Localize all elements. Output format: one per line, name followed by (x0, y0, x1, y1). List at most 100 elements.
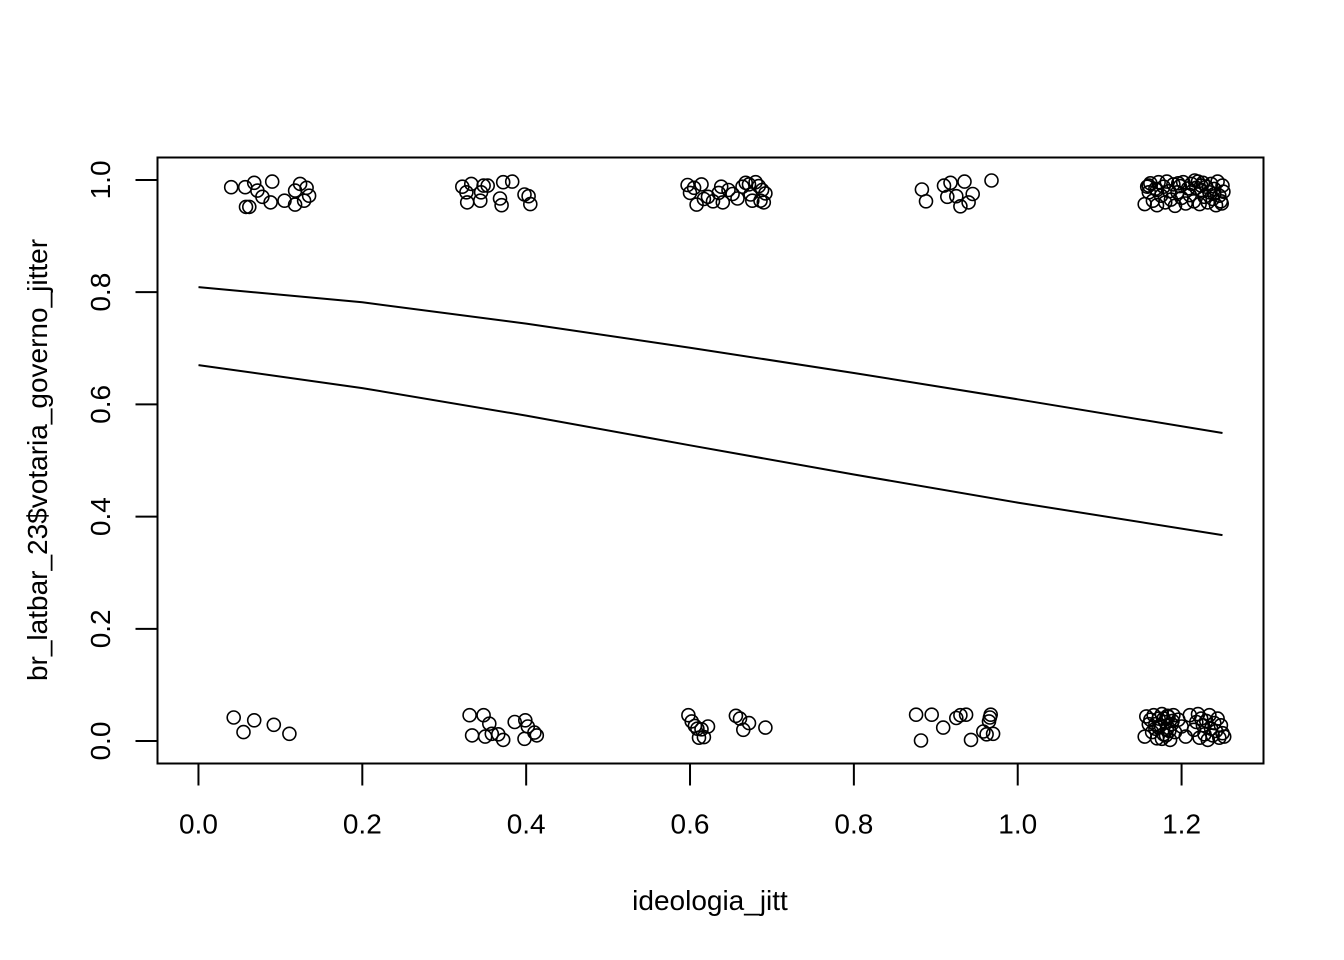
data-point (223, 179, 239, 195)
data-point (689, 197, 704, 212)
data-point (711, 185, 727, 201)
y-tick-label: 0.8 (85, 273, 116, 312)
data-point (296, 193, 312, 208)
data-point (1141, 178, 1157, 193)
x-tick-label: 1.2 (1162, 809, 1201, 840)
data-point (985, 726, 1001, 742)
data-point (715, 195, 731, 210)
data-point (741, 715, 757, 731)
data-point (725, 186, 740, 202)
data-point (691, 730, 707, 746)
data-point (517, 712, 533, 728)
data-point (682, 185, 698, 201)
data-point (521, 188, 536, 204)
y-tick-label: 0.4 (85, 497, 116, 536)
data-point (1216, 184, 1231, 199)
y-tick-label: 0.6 (85, 385, 116, 424)
data-point (686, 180, 702, 196)
data-point (1215, 178, 1230, 193)
data-point (480, 178, 496, 193)
data-point (965, 186, 981, 202)
data-point (741, 177, 757, 192)
data-point (984, 173, 999, 188)
data-point (1159, 174, 1175, 189)
data-point (700, 719, 716, 734)
x-axis-title: ideologia_jitt (632, 885, 788, 916)
data-point (481, 716, 497, 732)
data-point (236, 724, 251, 740)
data-point (504, 174, 520, 189)
data-point (1149, 197, 1165, 213)
data-point (948, 188, 964, 204)
data-point (476, 178, 491, 193)
x-tick-label: 0.0 (179, 809, 218, 840)
data-point (1166, 707, 1181, 723)
data-point (1193, 178, 1209, 193)
x-tick-label: 0.2 (343, 809, 382, 840)
y-axis: 0.0 0.2 0.4 0.6 0.8 1.0 (85, 160, 159, 761)
data-point (464, 728, 480, 743)
data-point (756, 195, 772, 210)
data-point (1160, 708, 1175, 724)
data-point (1171, 176, 1186, 191)
data-point (1195, 717, 1211, 733)
data-point (1162, 732, 1178, 748)
x-tick-label: 0.4 (507, 809, 546, 840)
data-point (495, 732, 511, 748)
data-point (1192, 196, 1207, 212)
data-point (758, 186, 773, 201)
data-point (943, 175, 958, 191)
data-point (680, 177, 695, 193)
data-point (527, 725, 542, 740)
data-point (1165, 713, 1180, 729)
data-point (1178, 196, 1193, 211)
data-point (522, 196, 538, 212)
data-point (1216, 729, 1232, 744)
data-point (948, 710, 964, 726)
data-point (1172, 178, 1188, 194)
data-point (1149, 182, 1165, 198)
data-point (1208, 197, 1224, 213)
x-tick-label: 0.6 (671, 809, 710, 840)
data-point (908, 707, 924, 723)
x-axis: 0.0 0.2 0.4 0.6 0.8 1.0 1.2 (179, 762, 1201, 840)
data-point (963, 732, 979, 748)
data-point (1210, 711, 1225, 726)
data-point (918, 194, 934, 209)
data-point (529, 728, 545, 743)
data-point (983, 707, 999, 723)
data-point (953, 199, 968, 214)
data-point (301, 188, 317, 203)
data-point (238, 199, 254, 215)
data-point (264, 174, 280, 189)
x-tick-label: 0.8 (834, 809, 873, 840)
data-point (953, 707, 968, 723)
data-point (1207, 715, 1222, 731)
data-points (223, 173, 1232, 748)
data-point (282, 726, 297, 742)
data-point (939, 189, 955, 205)
y-tick-label: 0.0 (85, 722, 116, 761)
data-point (744, 193, 760, 208)
data-point (287, 197, 303, 212)
data-point (728, 708, 744, 724)
data-point (494, 197, 509, 213)
data-point (694, 177, 709, 192)
data-point (713, 179, 729, 194)
fit-lines (198, 286, 1223, 537)
data-point (1156, 711, 1171, 726)
data-point (1214, 196, 1229, 211)
data-point (492, 191, 508, 206)
data-point (924, 707, 940, 723)
data-point (1162, 723, 1177, 739)
data-point (472, 193, 488, 208)
data-point (1154, 731, 1170, 747)
data-point (721, 182, 736, 198)
fit-line-2 (198, 364, 1223, 537)
y-axis-title: br_latbar_23$votaria_governo_jitter (22, 239, 53, 681)
plot-frame (156, 156, 1265, 765)
data-point (459, 185, 474, 200)
data-point (758, 720, 773, 735)
data-point (517, 731, 532, 747)
